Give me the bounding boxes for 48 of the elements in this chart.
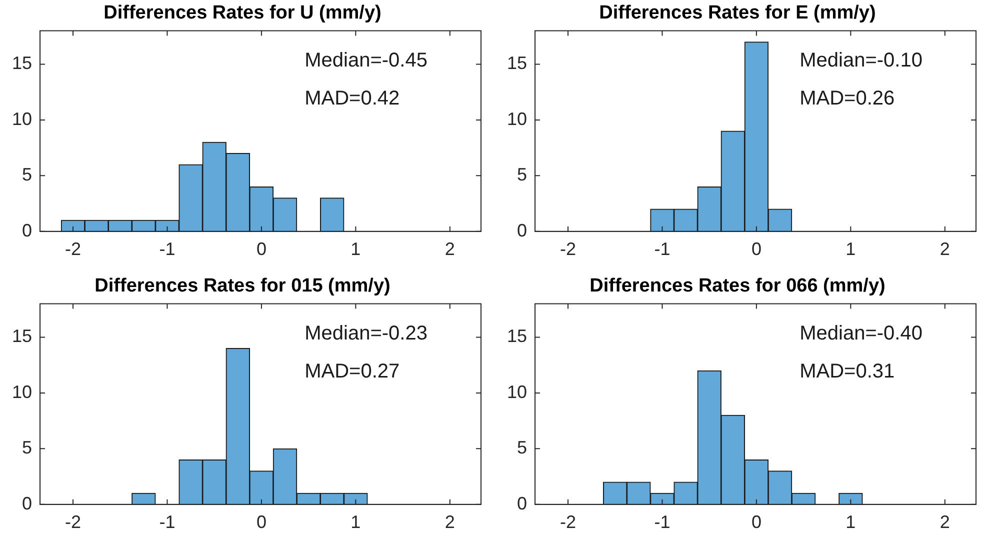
y-tick-label: 5 xyxy=(517,164,528,185)
chart-title: Differences Rates for 066 (mm/y) xyxy=(590,276,886,297)
chart-title: Differences Rates for E (mm/y) xyxy=(599,2,876,24)
x-tick-label: 1 xyxy=(846,512,856,532)
x-tick-label: 2 xyxy=(940,512,950,532)
y-tick-label: 10 xyxy=(506,108,528,129)
y-tick-label: 0 xyxy=(22,493,32,514)
x-tick-label: -1 xyxy=(654,512,670,532)
annotation: Median=-0.23 xyxy=(304,322,428,344)
x-tick-label: -2 xyxy=(560,239,576,260)
x-tick-label: 1 xyxy=(846,239,856,260)
x-tick-label: 1 xyxy=(350,239,361,260)
y-tick-label: 0 xyxy=(517,220,528,240)
x-tick-label: -1 xyxy=(654,239,670,260)
chart-title: Differences Rates for 015 (mm/y) xyxy=(94,276,390,297)
x-tick-label: 0 xyxy=(751,512,762,532)
annotation: MAD=0.27 xyxy=(304,360,400,382)
chart-title: Differences Rates for U (mm/y) xyxy=(104,2,382,24)
x-tick-label: 1 xyxy=(350,512,361,532)
annotation: MAD=0.26 xyxy=(800,87,895,110)
y-tick-label: 10 xyxy=(506,382,528,402)
x-tick-label: -2 xyxy=(64,239,82,260)
y-tick-label: 0 xyxy=(517,493,528,514)
x-tick-label: -2 xyxy=(560,512,576,532)
x-tick-label: -1 xyxy=(159,512,176,532)
y-tick-label: 10 xyxy=(12,382,32,402)
y-tick-label: 15 xyxy=(506,53,528,74)
annotation: Median=-0.45 xyxy=(304,49,428,72)
y-tick-label: 10 xyxy=(12,108,32,129)
y-tick-label: 15 xyxy=(12,53,32,74)
annotation: Median=-0.40 xyxy=(800,322,922,344)
y-tick-label: 5 xyxy=(22,164,32,185)
y-tick-label: 0 xyxy=(22,220,32,240)
x-tick-label: -1 xyxy=(159,239,176,260)
x-tick-label: -2 xyxy=(64,512,82,532)
x-tick-label: 0 xyxy=(256,512,266,532)
y-tick-label: 15 xyxy=(12,326,32,346)
x-tick-label: 2 xyxy=(940,239,950,260)
annotation: Median=-0.10 xyxy=(800,49,922,72)
y-tick-label: 5 xyxy=(22,438,32,458)
x-tick-label: 2 xyxy=(444,239,455,260)
y-tick-label: 5 xyxy=(517,438,528,458)
annotation: MAD=0.42 xyxy=(304,87,400,110)
y-tick-label: 15 xyxy=(506,326,528,346)
x-tick-label: 2 xyxy=(444,512,455,532)
x-tick-label: 0 xyxy=(256,239,266,260)
x-tick-label: 0 xyxy=(751,239,762,260)
annotation: MAD=0.31 xyxy=(800,360,895,382)
